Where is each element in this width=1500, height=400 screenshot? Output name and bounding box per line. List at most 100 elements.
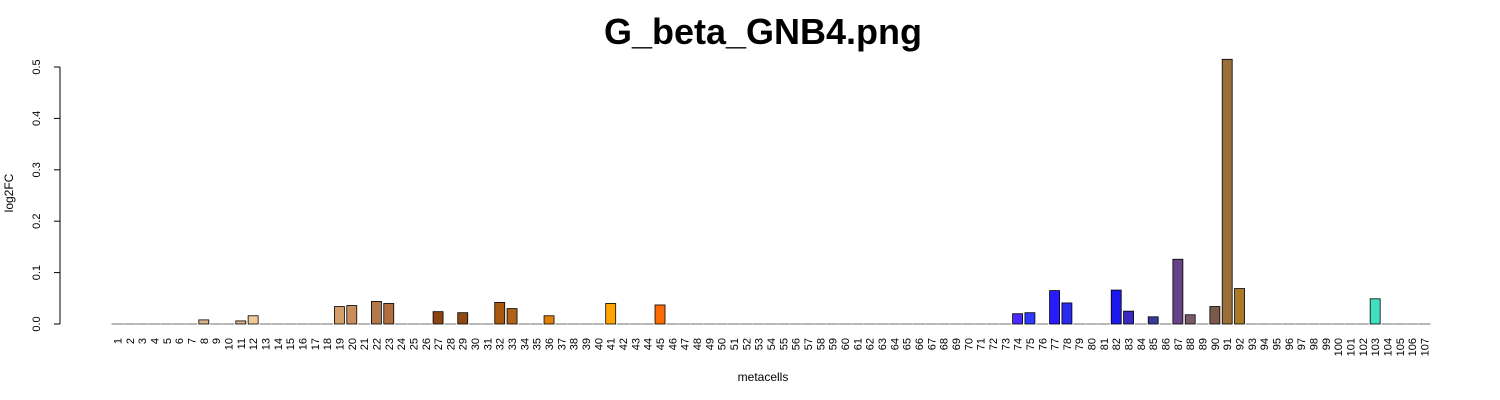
x-tick-label: 59 xyxy=(828,338,840,350)
x-tick-label: 88 xyxy=(1185,338,1197,350)
x-tick-label: 49 xyxy=(704,338,716,350)
y-tick-label: 0.0 xyxy=(31,316,43,331)
x-tick-label: 81 xyxy=(1099,338,1111,350)
x-tick-label: 3 xyxy=(137,338,149,344)
x-tick-label: 95 xyxy=(1272,338,1284,350)
x-tick-label: 63 xyxy=(877,338,889,350)
x-tick-label: 39 xyxy=(581,338,593,350)
bar xyxy=(235,320,247,325)
x-tick-label: 29 xyxy=(458,338,470,350)
y-tick-label: 0.3 xyxy=(31,162,43,177)
y-axis: 0.0 0.1 0.2 0.3 0.4 0.5 xyxy=(31,59,61,332)
x-tick-label: 42 xyxy=(618,338,630,350)
bar xyxy=(1147,316,1159,325)
x-tick-label: 26 xyxy=(421,338,433,350)
x-tick-label: 105 xyxy=(1395,338,1407,356)
x-tick-label: 23 xyxy=(384,338,396,350)
x-tick-label: 46 xyxy=(667,338,679,350)
x-tick-label: 43 xyxy=(630,338,642,350)
x-tick-label: 1 xyxy=(113,338,125,344)
bar xyxy=(1369,298,1381,325)
bar xyxy=(1012,313,1023,325)
x-tick-label: 106 xyxy=(1407,338,1419,356)
bar xyxy=(1049,290,1060,325)
bars-group xyxy=(111,58,1431,325)
x-tick-label: 77 xyxy=(1050,338,1062,350)
x-tick-label: 62 xyxy=(865,338,877,350)
x-tick-label: 57 xyxy=(803,338,815,350)
bar xyxy=(1234,288,1245,325)
x-tick-label: 31 xyxy=(482,338,494,350)
x-tick-label: 91 xyxy=(1222,338,1234,350)
x-tick-label: 75 xyxy=(1025,338,1037,350)
x-tick-labels: 1 2 3 4 5 6 7 8 9 10 11 12 13 14 15 16 17 18 19 20 21 22 23 24 2… xyxy=(113,338,1432,356)
bar xyxy=(1110,289,1122,325)
x-tick-label: 82 xyxy=(1111,338,1123,350)
x-tick-label: 47 xyxy=(680,338,692,350)
x-tick-label: 10 xyxy=(223,338,235,350)
x-tick-label: 92 xyxy=(1235,338,1247,350)
bar xyxy=(1221,58,1233,325)
x-tick-label: 19 xyxy=(334,338,346,350)
x-tick-label: 33 xyxy=(507,338,519,350)
x-tick-label: 20 xyxy=(347,338,359,350)
x-tick-label: 96 xyxy=(1284,338,1296,350)
y-axis-label: log2FC xyxy=(2,173,16,212)
bar xyxy=(432,311,444,325)
x-tick-label: 107 xyxy=(1419,338,1431,356)
x-tick-label: 97 xyxy=(1296,338,1308,350)
x-tick-label: 44 xyxy=(643,338,655,350)
x-tick-label: 86 xyxy=(1161,338,1173,350)
x-tick-label: 74 xyxy=(1013,338,1025,350)
x-tick-label: 60 xyxy=(840,338,852,350)
bar xyxy=(605,303,617,325)
bar xyxy=(457,312,469,325)
y-tick-label: 0.1 xyxy=(31,265,43,280)
bar xyxy=(1209,306,1221,325)
x-tick-label: 24 xyxy=(396,338,408,350)
x-tick-label: 15 xyxy=(285,338,297,350)
x-tick-label: 34 xyxy=(519,338,531,350)
x-axis-label: metacells xyxy=(738,370,789,384)
x-tick-label: 30 xyxy=(470,338,482,350)
x-tick-label: 53 xyxy=(754,338,766,350)
x-tick-label: 79 xyxy=(1074,338,1086,350)
x-tick-label: 65 xyxy=(902,338,914,350)
x-tick-label: 6 xyxy=(174,338,186,344)
x-tick-label: 4 xyxy=(149,338,161,344)
x-tick-label: 102 xyxy=(1358,338,1370,356)
x-tick-label: 55 xyxy=(778,338,790,350)
bar xyxy=(494,302,506,325)
bar xyxy=(1184,314,1196,325)
x-tick-label: 16 xyxy=(297,338,309,350)
x-tick-label: 104 xyxy=(1382,338,1394,356)
x-tick-label: 89 xyxy=(1198,338,1210,350)
bar xyxy=(371,300,382,325)
bar xyxy=(654,304,666,325)
bar xyxy=(346,305,358,325)
x-tick-label: 71 xyxy=(976,338,988,350)
x-tick-label: 85 xyxy=(1148,338,1160,350)
x-tick-label: 58 xyxy=(815,338,827,350)
x-tick-label: 17 xyxy=(310,338,322,350)
x-tick-label: 40 xyxy=(593,338,605,350)
x-tick-label: 8 xyxy=(199,338,211,344)
x-tick-label: 41 xyxy=(606,338,618,350)
x-tick-label: 70 xyxy=(963,338,975,350)
x-tick-label: 36 xyxy=(544,338,556,350)
x-tick-label: 87 xyxy=(1173,338,1185,350)
x-tick-label: 32 xyxy=(495,338,507,350)
x-tick-label: 13 xyxy=(260,338,272,350)
bar xyxy=(1172,258,1184,325)
x-tick-label: 83 xyxy=(1124,338,1136,350)
x-tick-label: 35 xyxy=(532,338,544,350)
x-tick-label: 61 xyxy=(852,338,864,350)
x-tick-label: 12 xyxy=(248,338,260,350)
x-tick-label: 73 xyxy=(1000,338,1012,350)
x-tick-label: 101 xyxy=(1346,338,1358,356)
x-tick-label: 14 xyxy=(273,338,285,350)
x-tick-label: 5 xyxy=(162,338,174,344)
x-tick-label: 22 xyxy=(371,338,383,350)
bar xyxy=(1024,312,1036,325)
